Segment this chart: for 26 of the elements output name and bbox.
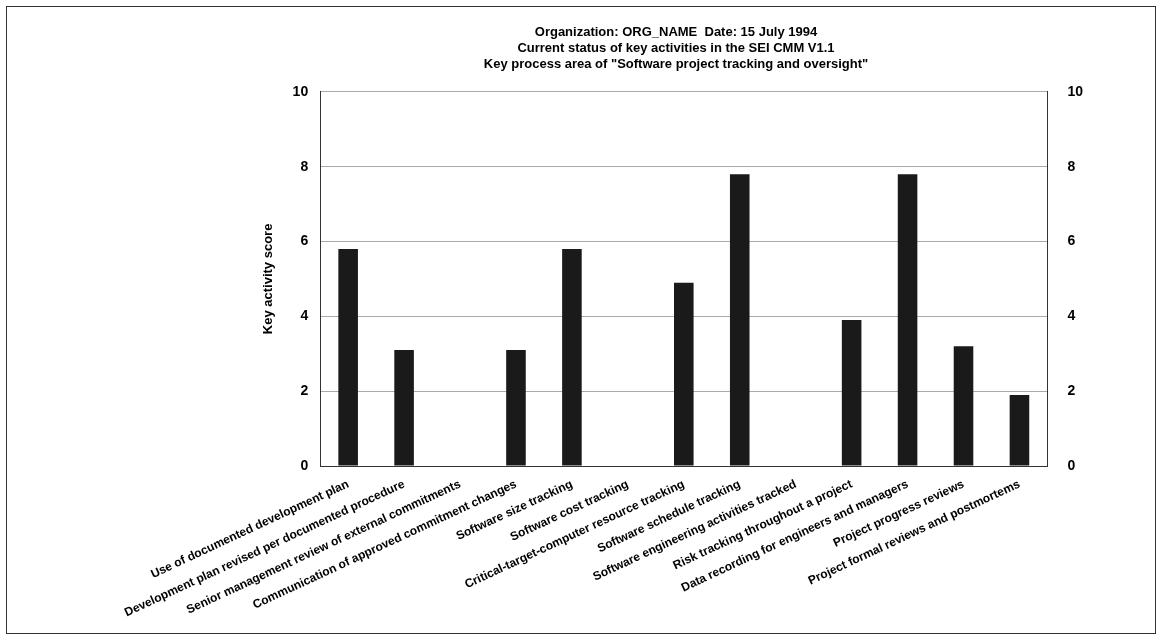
y-tick-label: 10 [292,82,309,99]
y2-tick-label: 10 [1067,82,1084,99]
y-axis-title: Key activity score [260,223,276,335]
y-tick-label: 8 [300,157,309,174]
y-tick-label: 2 [300,382,309,399]
text: Organization: ORG_NAME Date: 15 July 1994 [534,24,818,40]
bar [562,248,582,466]
bar [506,350,526,466]
text: Key process area of "Software project tracking and oversight" [483,55,869,71]
y-tick-label: 6 [300,232,309,249]
y2-tick-label: 8 [1067,157,1076,174]
y2-tick-label: 2 [1067,382,1076,399]
bar [674,282,694,466]
bar [1009,394,1030,466]
bar [841,320,862,466]
bar [729,174,750,466]
y-tick-label: 0 [300,456,309,473]
y2-tick-label: 6 [1067,232,1076,249]
bar [394,350,414,466]
bar [953,346,974,466]
y2-tick-label: 0 [1067,456,1076,473]
text: Current status of key activities in the SEI CMM V1.1 [517,39,835,55]
y-tick-label: 4 [300,307,309,324]
y2-tick-label: 4 [1067,307,1076,324]
bar [338,248,358,466]
bar [897,174,918,466]
